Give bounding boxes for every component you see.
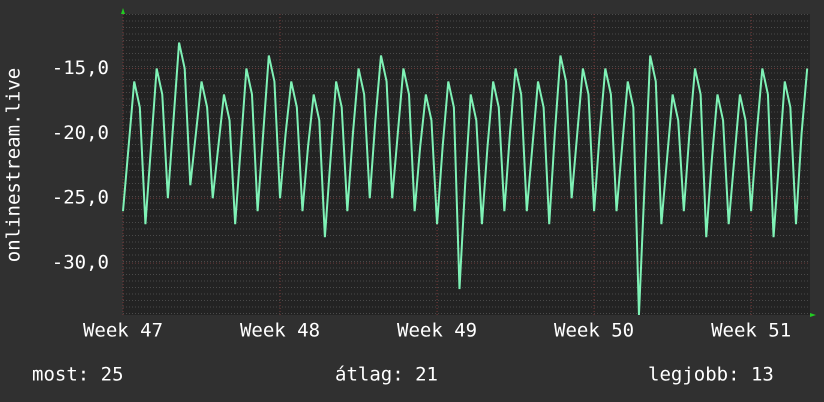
x-tick-label: Week 51 [711,320,791,342]
x-tick-label: Week 48 [240,320,320,342]
y-tick-label: -20,0 [52,122,109,144]
data-line [122,42,809,316]
y-tick-label: -25,0 [52,187,109,209]
x-tick-label: Week 47 [83,320,163,342]
stat-text: legjobb: 13 [648,364,774,386]
axis-arrow [121,8,125,14]
stat-text: most: 25 [32,364,124,386]
y-tick-label: -15,0 [52,57,109,79]
x-tick-label: Week 50 [554,320,634,342]
y-axis-label: onlinestream.live [3,68,25,262]
x-tick-label: Week 49 [397,320,477,342]
axis-arrow [810,313,816,317]
y-tick-label: -30,0 [52,252,109,274]
stat-text: átlag: 21 [335,364,438,386]
